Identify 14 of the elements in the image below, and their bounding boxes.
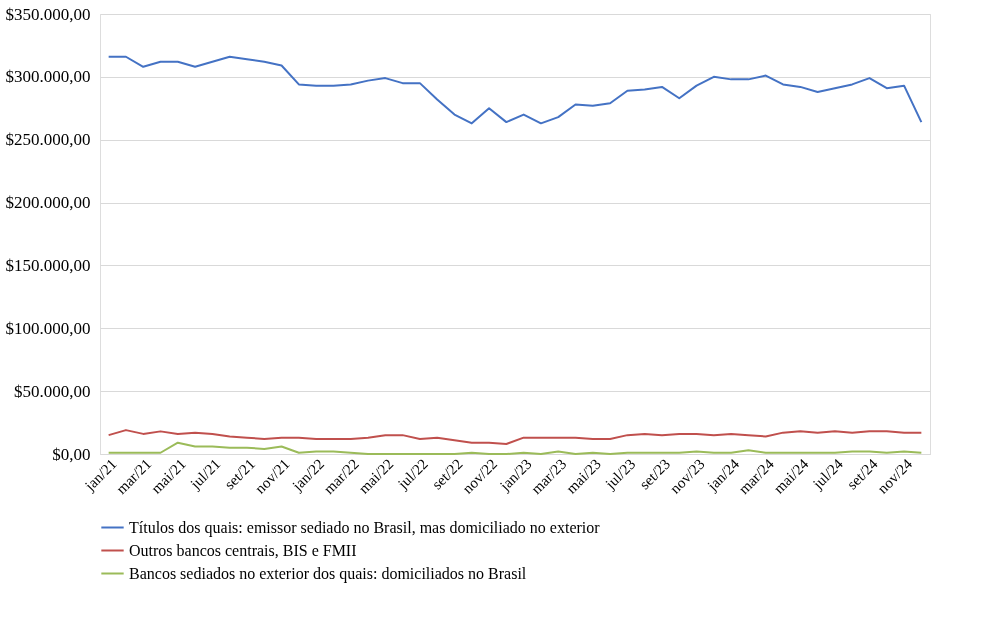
legend-label: Títulos dos quais: emissor sediado no Brasil, mas domiciliado no exterior — [129, 518, 601, 537]
y-tick-label: $300.000,00 — [5, 67, 91, 87]
y-tick-label: $50.000,00 — [14, 381, 91, 401]
line-series — [107, 55, 923, 125]
y-tick-label: $0,00 — [52, 444, 91, 464]
legend-label: Outros bancos centrais, BIS e FMII — [129, 541, 357, 559]
line-series — [107, 429, 923, 445]
legend-label: Bancos sediados no exterior dos quais: domiciliados no Brasil — [129, 564, 527, 583]
y-tick-label: $150.000,00 — [5, 255, 91, 275]
y-tick-label: $100.000,00 — [5, 318, 91, 338]
line-series — [107, 441, 923, 455]
y-tick-label: $200.000,00 — [5, 193, 91, 213]
y-tick-label: $250.000,00 — [5, 130, 91, 150]
y-tick-label: $350.000,00 — [5, 4, 91, 24]
